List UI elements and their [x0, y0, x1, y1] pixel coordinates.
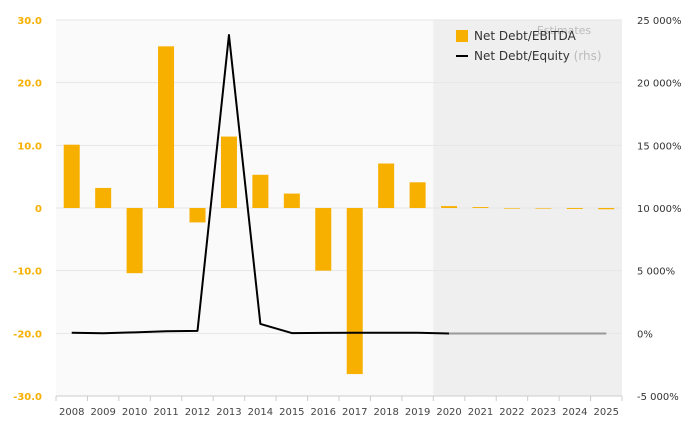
y-right-tick-label: -5 000%: [637, 392, 679, 403]
bar-net-debt-ebitda: [63, 144, 80, 208]
bar-net-debt-ebitda: [220, 136, 237, 208]
y-left-tick-label: -20.0: [13, 329, 42, 340]
estimates-label: Estimates: [537, 24, 592, 37]
y-left-tick-label: 10.0: [17, 141, 42, 152]
x-tick-label: 2010: [122, 407, 147, 418]
bar-net-debt-ebitda: [315, 208, 332, 271]
x-tick-label: 2009: [90, 407, 115, 418]
bar-net-debt-ebitda: [126, 208, 143, 274]
y-left-tick-label: -10.0: [13, 267, 42, 278]
x-tick-label: 2024: [562, 407, 587, 418]
x-tick-label: 2020: [436, 407, 461, 418]
bar-net-debt-ebitda: [472, 207, 489, 208]
bar-net-debt-ebitda: [252, 174, 269, 208]
bar-net-debt-ebitda: [283, 193, 300, 208]
line-net-debt-equity: [71, 34, 450, 335]
x-tick-label: 2022: [499, 407, 524, 418]
x-tick-label: 2014: [248, 407, 273, 418]
x-tick-label: 2023: [531, 407, 556, 418]
x-tick-label: 2017: [342, 407, 367, 418]
bar-net-debt-ebitda: [598, 208, 615, 210]
bar-net-debt-ebitda: [158, 46, 175, 208]
bar-net-debt-ebitda: [503, 208, 520, 209]
bar-net-debt-ebitda: [441, 206, 458, 208]
x-tick-label: 2019: [405, 407, 430, 418]
x-tick-label: 2016: [311, 407, 336, 418]
y-left-tick-label: 20.0: [17, 79, 42, 90]
y-left-tick-label: 30.0: [17, 16, 42, 27]
legend: Net Debt/EBITDA Net Debt/Equity (rhs): [456, 29, 602, 63]
x-tick-label: 2015: [279, 407, 304, 418]
bar-net-debt-ebitda: [189, 208, 206, 223]
x-tick-label: 2025: [594, 407, 619, 418]
y-right-tick-label: 0%: [637, 329, 653, 340]
x-tick-label: 2018: [373, 407, 398, 418]
legend-label-net-debt-equity: Net Debt/Equity (rhs): [474, 49, 602, 63]
bar-net-debt-ebitda: [95, 187, 112, 208]
y-left-tick-label: 0: [35, 204, 42, 215]
y-right-tick-label: 5 000%: [637, 267, 675, 278]
y-right-tick-label: 10 000%: [637, 204, 682, 215]
bar-net-debt-ebitda: [378, 163, 395, 208]
legend-swatch-bar: [456, 30, 468, 42]
bar-net-debt-ebitda: [409, 182, 426, 208]
x-tick-label: 2013: [216, 407, 241, 418]
x-tick-label: 2021: [468, 407, 493, 418]
legend-label-rhs: (rhs): [574, 49, 602, 63]
legend-label-net-debt-ebitda: Net Debt/EBITDA: [474, 29, 577, 43]
bar-net-debt-ebitda: [535, 208, 552, 209]
y-right-tick-label: 20 000%: [637, 79, 682, 90]
x-tick-label: 2008: [59, 407, 84, 418]
bar-net-debt-ebitda: [566, 208, 583, 209]
y-left-tick-label: -30.0: [13, 392, 42, 403]
y-right-tick-label: 15 000%: [637, 141, 682, 152]
bar-net-debt-ebitda: [346, 208, 363, 375]
x-tick-label: 2012: [185, 407, 210, 418]
y-right-tick-label: 25 000%: [637, 16, 682, 27]
x-tick-label: 2011: [153, 407, 178, 418]
